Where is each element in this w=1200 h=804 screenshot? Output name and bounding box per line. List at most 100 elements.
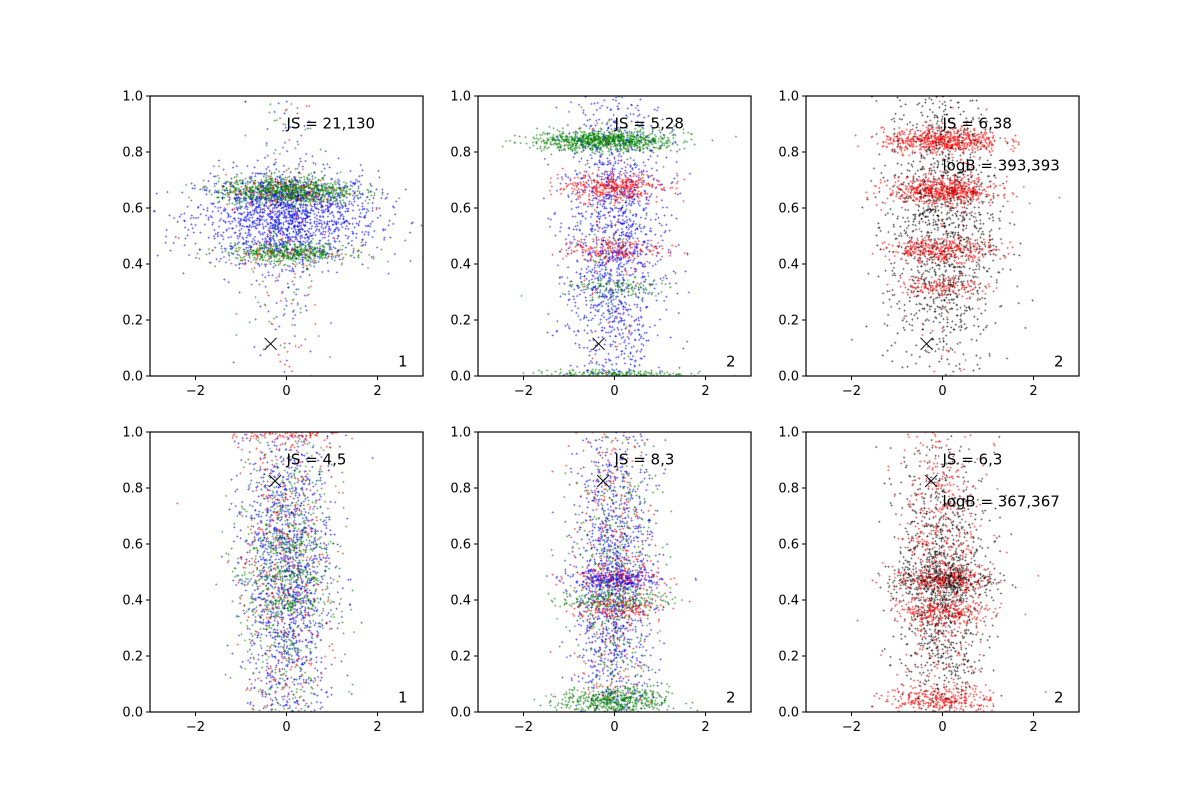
data-point [649,227,651,229]
data-point [604,339,606,341]
data-point [387,193,389,195]
data-point [616,348,618,350]
data-point [282,130,284,132]
data-point [275,277,277,279]
data-point [179,216,181,218]
y-tick-label: 0.0 [122,370,143,385]
data-point [168,214,170,216]
data-point [288,199,290,201]
data-point [235,264,237,266]
data-point [420,224,422,226]
data-point [307,201,309,203]
data-point [612,164,614,166]
data-point [267,271,269,273]
data-point [367,231,369,233]
data-point [232,167,234,169]
data-point [208,262,210,264]
data-point [597,169,599,171]
data-point [325,208,327,210]
data-point [301,261,303,263]
data-point [178,237,180,239]
data-point [309,219,311,221]
data-point [263,204,265,206]
data-point [269,103,271,105]
data-point [620,274,622,276]
data-point [329,253,331,255]
data-point [199,232,201,234]
data-point [220,247,222,249]
data-point [228,202,230,204]
data-point [574,216,576,218]
data-point [230,236,232,238]
data-point [237,217,239,219]
data-point [546,369,548,371]
js-annotation: JS = 21,130 [286,115,376,133]
data-point [341,249,343,251]
data-point [318,230,320,232]
data-point [533,138,535,140]
data-point [342,215,344,217]
data-point [315,223,317,225]
data-point [579,223,581,225]
data-point [631,167,633,169]
data-point [595,289,597,291]
data-point [657,293,659,295]
data-point [275,328,277,330]
data-point [267,154,269,156]
data-point [229,188,231,190]
data-point [360,241,362,243]
data-point [294,168,296,170]
data-point [236,257,238,259]
data-point [629,200,631,202]
data-point [218,177,220,179]
data-point [409,232,411,234]
data-point [584,296,586,298]
data-point [214,237,216,239]
data-point [336,187,338,189]
data-point [275,213,277,215]
data-point [616,268,618,270]
data-point [633,345,635,347]
data-point [674,192,676,194]
data-point [583,289,585,291]
data-point [594,353,596,355]
data-point [262,280,264,282]
data-point [611,118,613,120]
data-point [543,197,545,199]
data-point [601,305,603,307]
data-point [313,222,315,224]
data-point [375,208,377,210]
data-point [582,254,584,256]
data-point [308,105,310,107]
data-point [345,182,347,184]
data-point [278,260,280,262]
data-point [619,170,621,172]
data-point [592,357,594,359]
data-point [647,272,649,274]
data-point [562,131,564,133]
data-point [683,178,685,180]
data-point [286,169,288,171]
data-point [380,249,382,251]
data-point [590,216,592,218]
data-point [605,319,607,321]
y-tick-label: 0.8 [122,146,143,161]
data-point [260,263,262,265]
data-point [303,240,305,242]
data-point [269,234,271,236]
data-point [278,325,280,327]
data-point [244,134,246,136]
data-point [297,143,299,145]
data-point [223,256,225,258]
data-point [306,309,308,311]
data-point [565,249,567,251]
data-point [623,263,625,265]
data-point [284,227,286,229]
data-point [238,229,240,231]
data-point [194,184,196,186]
data-point [574,305,576,307]
data-point [568,234,570,236]
data-point [367,234,369,236]
data-point [614,341,616,343]
